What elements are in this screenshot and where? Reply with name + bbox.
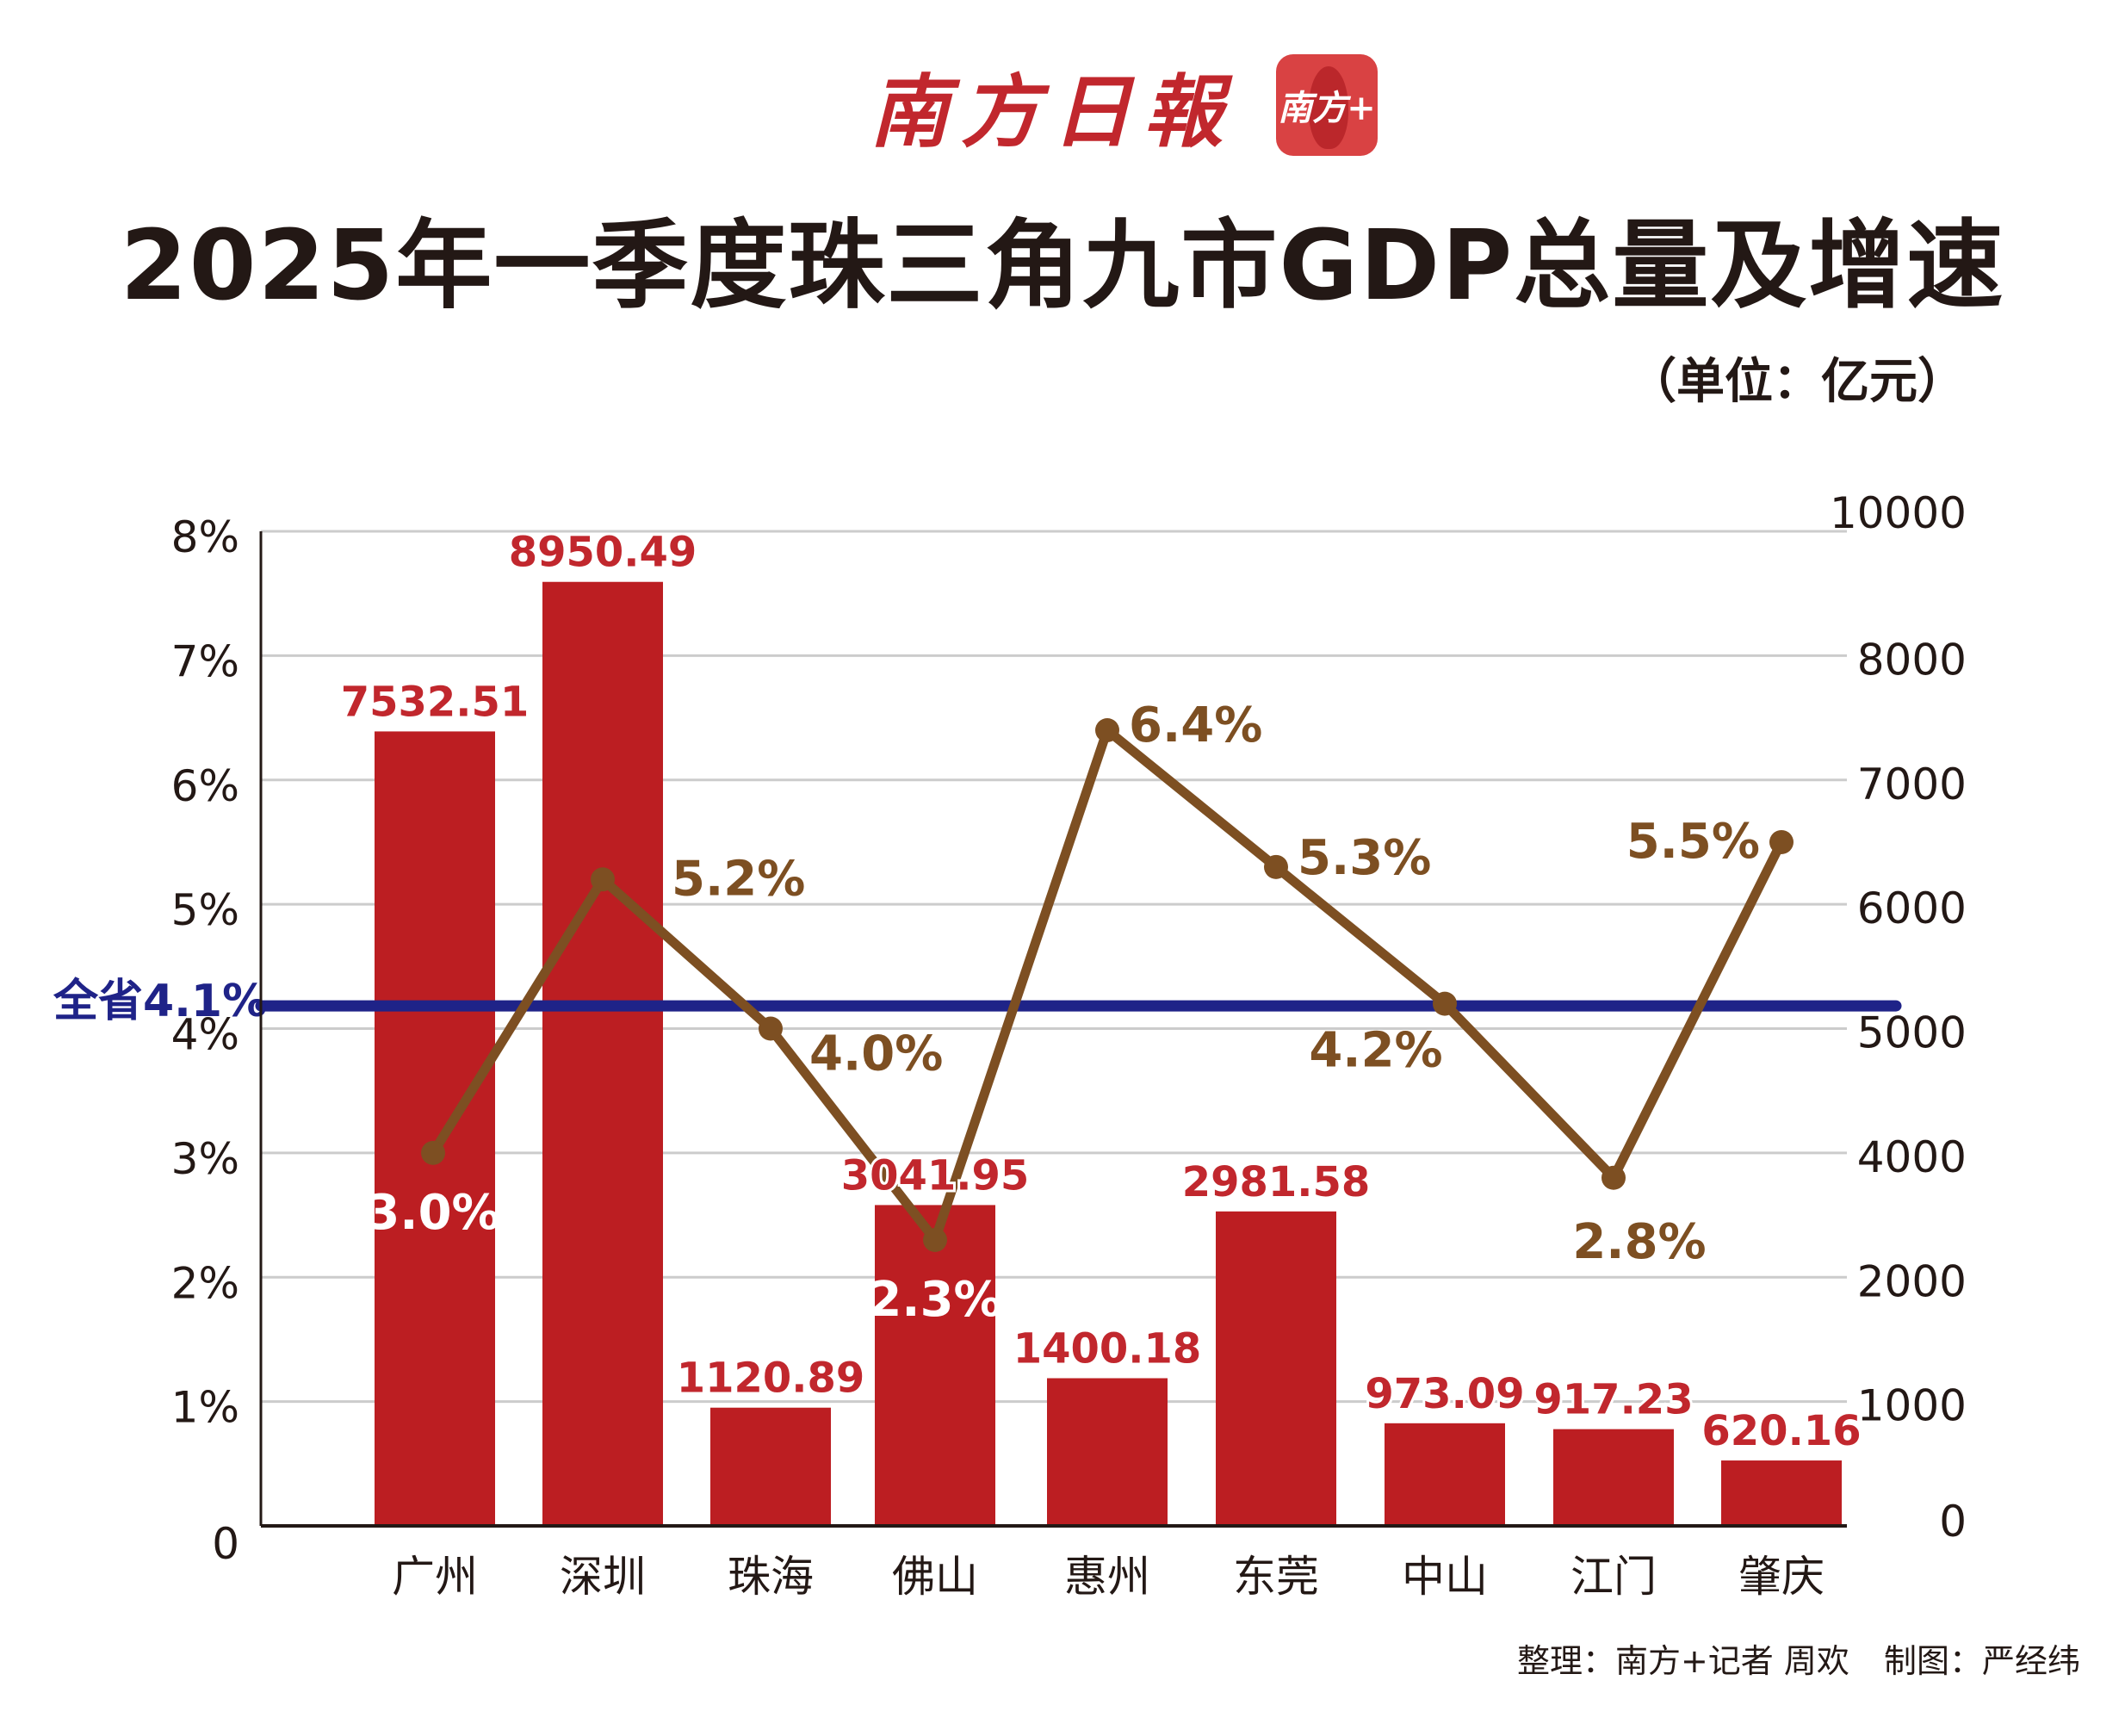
growth-value-label: 6.4% bbox=[1129, 698, 1262, 753]
growth-point bbox=[923, 1227, 947, 1252]
growth-value-label: 5.2% bbox=[672, 851, 805, 907]
growth-line bbox=[421, 718, 1794, 1252]
growth-value-label: 3.0% bbox=[366, 1185, 499, 1241]
left-tick-label: 3% bbox=[171, 1134, 239, 1184]
right-tick-label: 2000 bbox=[1857, 1256, 1967, 1306]
bar bbox=[542, 581, 663, 1526]
bar bbox=[1047, 1378, 1168, 1526]
newspaper-logo: 南方日報 南方+ bbox=[870, 53, 1378, 158]
growth-value-label: 4.0% bbox=[809, 1026, 943, 1082]
growth-value-label: 2.8% bbox=[1572, 1214, 1706, 1270]
growth-point bbox=[1433, 991, 1457, 1016]
x-tick-label: 惠州 bbox=[1064, 1552, 1150, 1602]
gridlines bbox=[261, 530, 1847, 1404]
bar bbox=[1553, 1429, 1674, 1526]
right-tick-label: 10000 bbox=[1830, 488, 1967, 538]
growth-value-label: 5.3% bbox=[1298, 830, 1431, 886]
growth-point bbox=[1095, 718, 1119, 742]
growth-point bbox=[759, 1016, 783, 1041]
bar-value-label: 7532.51 bbox=[341, 678, 530, 726]
right-tick-label: 8000 bbox=[1857, 635, 1967, 685]
right-tick-label: 0 bbox=[1939, 1497, 1967, 1547]
bar-value-label: 917.23 bbox=[1533, 1376, 1693, 1424]
bar-value-label: 2981.58 bbox=[1182, 1158, 1371, 1206]
growth-value-label: 2.3% bbox=[868, 1272, 1001, 1328]
growth-point bbox=[1769, 829, 1794, 854]
bar bbox=[1721, 1460, 1842, 1526]
bar-value-label: 8950.49 bbox=[509, 529, 697, 577]
x-tick-label: 珠海 bbox=[728, 1552, 814, 1602]
growth-value-label: 5.5% bbox=[1626, 814, 1760, 870]
bar bbox=[1385, 1423, 1505, 1526]
axes: 0 0 1% 1000 2% 2000 3% 4000 4% 5000 5% 6000 6% 7000 7%… bbox=[171, 488, 1967, 1602]
left-tick-label: 4% bbox=[171, 1010, 239, 1060]
unit-label: （单位：亿元） bbox=[1628, 354, 1966, 410]
bar-value-label: 3041.95 bbox=[841, 1151, 1030, 1200]
right-tick-label: 6000 bbox=[1857, 884, 1967, 933]
x-tick-label: 江门 bbox=[1571, 1552, 1657, 1602]
bar bbox=[875, 1205, 995, 1526]
x-tick-label: 佛山 bbox=[892, 1552, 978, 1602]
growth-point bbox=[1264, 854, 1288, 879]
flame-icon bbox=[1309, 66, 1349, 149]
chart-title: 2025年一季度珠三角九市GDP总量及增速 bbox=[120, 210, 2005, 322]
right-tick-label: 1000 bbox=[1857, 1381, 1967, 1431]
compiled-by: 整理：南方+记者 周欢 bbox=[1516, 1642, 1849, 1680]
x-tick-label: 东莞 bbox=[1233, 1552, 1319, 1602]
growth-point bbox=[591, 867, 615, 892]
bar-value-label: 973.09 bbox=[1365, 1370, 1524, 1418]
province-average-label: 全省4.1% bbox=[53, 976, 267, 1027]
bar bbox=[1216, 1211, 1336, 1526]
growth-point bbox=[1601, 1165, 1626, 1190]
bar-value-label: 1400.18 bbox=[1013, 1325, 1202, 1373]
designed-by: 制图：严经纬 bbox=[1883, 1642, 2080, 1680]
bar-value-label: 620.16 bbox=[1701, 1407, 1861, 1455]
logo-text: 南方日報 bbox=[870, 65, 1236, 158]
left-tick-label: 8% bbox=[171, 512, 239, 562]
growth-value-label: 4.2% bbox=[1309, 1023, 1442, 1079]
left-tick-label: 0 bbox=[212, 1519, 239, 1569]
bar bbox=[710, 1407, 831, 1526]
data-labels: 7532.51 8950.49 1120.89 3041.95 1400.18 2981.… bbox=[338, 526, 1864, 1458]
left-tick-label: 6% bbox=[171, 761, 239, 811]
badge-text: 南方+ bbox=[1278, 88, 1376, 128]
bar-value-label: 1120.89 bbox=[677, 1355, 865, 1403]
app-badge-icon: 南方+ bbox=[1276, 54, 1378, 156]
right-tick-label: 4000 bbox=[1857, 1132, 1967, 1182]
right-tick-label: 5000 bbox=[1857, 1008, 1967, 1058]
x-tick-label: 肇庆 bbox=[1738, 1552, 1825, 1602]
left-tick-label: 2% bbox=[171, 1258, 239, 1308]
left-tick-label: 7% bbox=[171, 636, 239, 686]
credits: 整理：南方+记者 周欢 制图：严经纬 bbox=[1493, 1634, 2080, 1682]
bar bbox=[375, 731, 495, 1526]
left-tick-label: 1% bbox=[171, 1383, 239, 1433]
growth-point bbox=[421, 1140, 445, 1165]
bars bbox=[375, 581, 1842, 1526]
x-tick-label: 深圳 bbox=[560, 1552, 646, 1602]
right-tick-label: 7000 bbox=[1857, 760, 1967, 809]
province-reference: 全省4.1% bbox=[53, 976, 1902, 1027]
x-tick-label: 广州 bbox=[392, 1552, 478, 1602]
left-tick-label: 5% bbox=[171, 885, 239, 935]
x-tick-label: 中山 bbox=[1402, 1552, 1488, 1602]
